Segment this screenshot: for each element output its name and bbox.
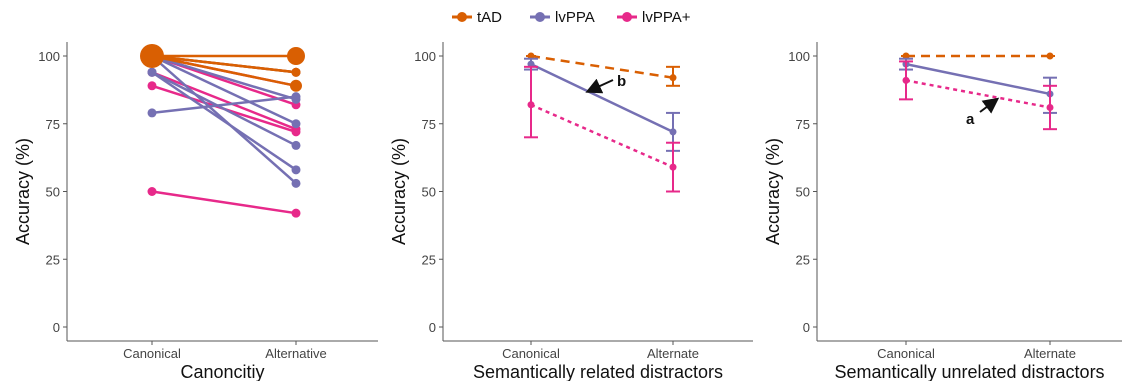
series-line	[151, 71, 297, 131]
large-data-point	[140, 44, 164, 68]
series-line	[151, 54, 297, 101]
annotation-label-b: b	[617, 73, 626, 90]
data-point	[669, 128, 677, 136]
panel-unrelated: 0 25 50 75 100 Canonical AlternateSemantically…	[763, 42, 1122, 382]
data-point	[527, 101, 535, 109]
legend-item-lvppa: lvPPA	[530, 9, 595, 26]
data-point	[291, 140, 301, 150]
y-tick-label: 50	[46, 185, 60, 200]
data-point	[669, 163, 677, 171]
panel-related: 0 25 50 75 100 Canonical AlternateSemantically…	[389, 42, 753, 382]
series-line	[151, 55, 297, 185]
annotation-arrow	[979, 97, 1000, 114]
data-point	[291, 165, 301, 175]
data-point	[669, 74, 677, 82]
y-axis-title: Accuracy (%)	[13, 138, 33, 245]
large-data-point	[287, 47, 305, 65]
legend-item-tad: tAD	[452, 9, 502, 26]
x-axis-title: Semantically unrelated distractors	[834, 362, 1104, 381]
data-point	[291, 178, 301, 188]
data-point	[1046, 52, 1054, 60]
data-point	[1046, 103, 1054, 111]
x-axis-title: Canoncitiy	[180, 362, 264, 381]
y-axis-title: Accuracy (%)	[389, 138, 409, 245]
legend-key-dot	[622, 12, 632, 22]
data-point	[291, 67, 301, 77]
legend-label: lvPPA	[555, 9, 595, 26]
y-tick-label: 25	[422, 252, 436, 267]
x-tick-label: Canonical	[123, 346, 181, 361]
x-tick-label: Canonical	[502, 346, 560, 361]
series-line	[151, 54, 297, 88]
series-line	[151, 95, 297, 115]
legend-label: tAD	[477, 9, 502, 26]
panel-individual: 0 25 50 75 100 Canonical AlternativeCanoncitiy…	[13, 42, 378, 382]
legend-key-dot	[535, 12, 545, 22]
legend-key-dot	[457, 12, 467, 22]
y-tick-label: 0	[53, 320, 60, 335]
data-point	[147, 81, 157, 91]
data-point	[291, 127, 301, 137]
series-line-lvppa	[905, 62, 1051, 96]
annotation-label-a: a	[966, 111, 975, 128]
legend-item-lvppa-plus: lvPPA+	[617, 9, 691, 26]
series-line-lvppa-plus	[905, 79, 1051, 109]
y-tick-label: 75	[422, 117, 436, 132]
y-tick-label: 25	[796, 252, 810, 267]
x-tick-label: Alternate	[647, 346, 699, 361]
y-tick-label: 50	[422, 185, 436, 200]
y-tick-label: 25	[46, 252, 60, 267]
data-point	[147, 67, 157, 77]
data-point	[291, 92, 301, 102]
series-line	[151, 71, 297, 147]
y-tick-label: 75	[796, 117, 810, 132]
y-tick-label: 100	[788, 49, 810, 64]
y-tick-label: 0	[803, 320, 810, 335]
legend-label: lvPPA+	[642, 9, 691, 26]
series-line	[151, 54, 297, 74]
series-line	[151, 190, 297, 215]
x-tick-label: Alternative	[265, 346, 326, 361]
large-data-point	[290, 79, 302, 92]
data-point	[147, 187, 157, 196]
x-tick-label: Canonical	[877, 346, 935, 361]
data-point	[291, 208, 301, 218]
series-line	[151, 54, 297, 125]
annotation-arrow	[585, 78, 614, 94]
y-tick-label: 100	[414, 49, 436, 64]
series-line-tad	[530, 54, 674, 79]
y-tick-label: 0	[429, 320, 436, 335]
y-tick-label: 75	[46, 117, 60, 132]
y-axis-title: Accuracy (%)	[763, 138, 783, 245]
series-line-lvppa-plus	[530, 103, 674, 169]
data-point	[147, 108, 157, 118]
series-line-lvppa	[530, 63, 674, 134]
y-tick-label: 100	[38, 49, 60, 64]
y-tick-label: 50	[796, 185, 810, 200]
x-tick-label: Alternate	[1024, 346, 1076, 361]
x-axis-title: Semantically related distractors	[473, 362, 723, 381]
data-point	[902, 76, 910, 84]
data-point	[291, 119, 301, 129]
